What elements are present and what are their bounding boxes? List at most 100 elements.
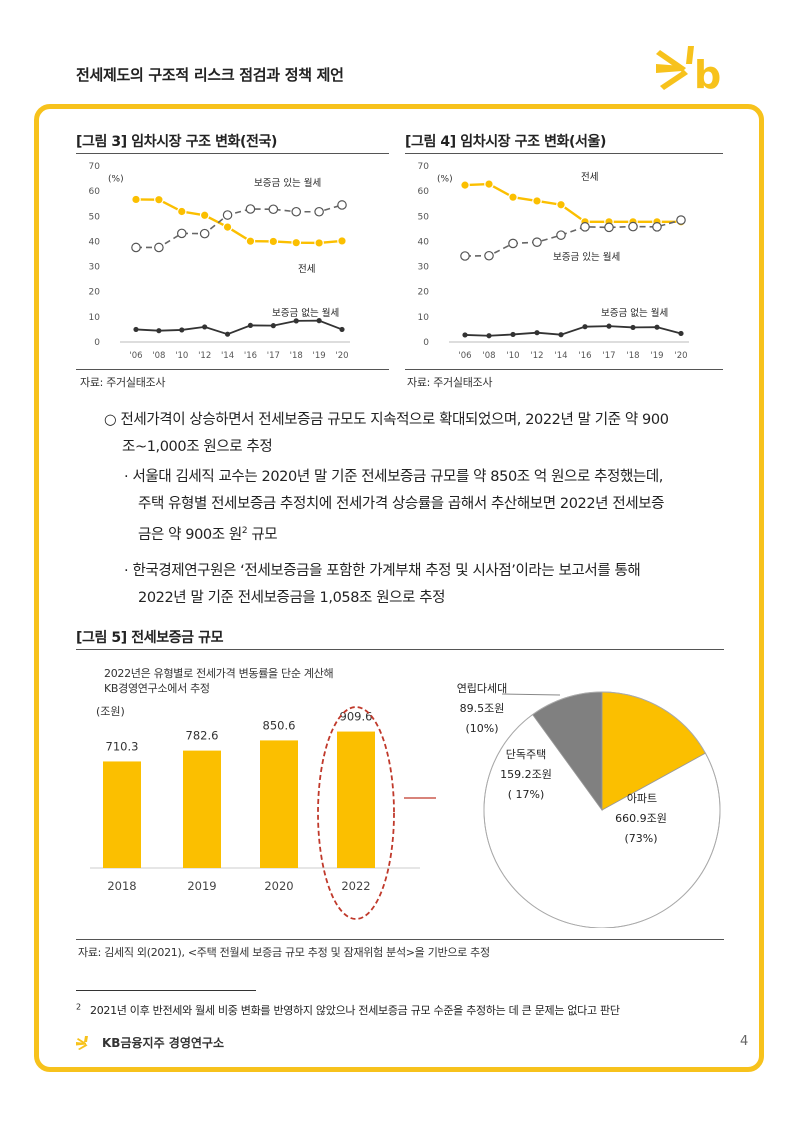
x-tick-label: '18 xyxy=(290,351,303,361)
sub-bullet-2: · 한국경제연구원은 ‘전세보증금을 포함한 가계부채 추정 및 시사점’이라는… xyxy=(124,558,744,612)
x-tick-label: '16 xyxy=(578,351,591,361)
series-label: 전세 xyxy=(298,264,315,275)
x-tick-label: '10 xyxy=(506,351,519,361)
data-point xyxy=(606,323,612,329)
data-point xyxy=(532,237,542,247)
document-title: 전세제도의 구조적 리스크 점검과 정책 제언 xyxy=(76,66,344,84)
y-tick-label: 20 xyxy=(418,288,430,298)
pie-slice-name: 단독주택 xyxy=(506,748,546,761)
bar-value-label: 782.6 xyxy=(186,729,219,743)
y-tick-label: 50 xyxy=(418,212,430,222)
pie-slice-amount: 660.9조원 xyxy=(615,812,667,825)
figure5-rule-bottom xyxy=(76,939,724,940)
figure3-source: 자료: 주거실태조사 xyxy=(80,376,166,389)
x-tick-label: '19 xyxy=(650,351,663,361)
bullet-mark: ○ xyxy=(104,412,117,428)
figure5-rule xyxy=(76,649,724,650)
pie-slice-share: ( 17%) xyxy=(508,788,545,801)
data-point xyxy=(268,236,279,247)
y-tick-label: 30 xyxy=(418,263,430,273)
series-label: 보증금 없는 월세 xyxy=(601,307,668,319)
x-tick-label: '17 xyxy=(267,351,280,361)
figure3-rule xyxy=(76,153,389,154)
y-tick-label: 10 xyxy=(418,313,430,323)
data-point xyxy=(339,326,345,333)
footnote-text: 2021년 이후 반전세와 월세 비중 변화를 반영하지 않았으나 전세보증금 … xyxy=(90,1004,620,1017)
pie-slice-name: 연립다세대 xyxy=(457,682,508,695)
y-tick-label: 60 xyxy=(418,187,430,197)
series-label: 보증금 있는 월세 xyxy=(553,251,620,263)
figure5-source: 자료: 김세직 외(2021), <주택 전월세 보증금 규모 추정 및 잠재위… xyxy=(78,946,490,959)
x-tick-label: '14 xyxy=(221,351,234,361)
data-point xyxy=(510,331,516,338)
data-point xyxy=(131,242,141,253)
data-point xyxy=(176,206,187,217)
highlight-dashed-circle xyxy=(317,706,395,920)
pie-slice-amount: 89.5조원 xyxy=(460,702,505,715)
figure5-bar-chart: (조원) 710.3 2018 782.6 2019 850.6 2020 909.6 2022 xyxy=(90,705,436,920)
y-tick-label: 50 xyxy=(89,212,101,222)
kb-logo: b xyxy=(656,46,721,96)
figure4-rule-bottom xyxy=(405,369,723,370)
data-point xyxy=(654,324,660,330)
x-tick-label: '12 xyxy=(198,351,211,361)
data-point xyxy=(154,242,164,253)
data-point xyxy=(460,251,470,261)
y-tick-label: 20 xyxy=(89,288,101,298)
x-tick-label: '06 xyxy=(458,351,471,361)
x-tick-label: '16 xyxy=(244,351,257,361)
y-tick-label: 60 xyxy=(89,187,101,197)
data-point xyxy=(582,324,588,330)
bar xyxy=(260,740,298,868)
figure5-title: [그림 5] 전세보증금 규모 xyxy=(76,630,224,646)
data-point xyxy=(268,204,279,215)
bar-value-label: 850.6 xyxy=(263,718,296,732)
series-label: 전세 xyxy=(581,172,598,183)
bar-category-label: 2019 xyxy=(187,879,216,893)
pie-slice-name: 아파트 xyxy=(627,792,657,805)
x-tick-label: '17 xyxy=(602,351,615,361)
data-point xyxy=(131,194,141,205)
bar-category-label: 2018 xyxy=(107,879,136,893)
x-tick-label: '14 xyxy=(554,351,567,361)
figure4-rule xyxy=(405,153,723,154)
data-point xyxy=(291,206,302,217)
data-point xyxy=(534,330,540,336)
data-point xyxy=(556,230,566,240)
svg-text:b: b xyxy=(694,53,721,96)
figure4-title: [그림 4] 임차시장 구조 변화(서울) xyxy=(405,134,606,150)
y-tick-label: 70 xyxy=(418,162,430,172)
footnote: 2 2021년 이후 반전세와 월세 비중 변화를 반영하지 않았으나 전세보증… xyxy=(76,1002,620,1018)
x-tick-label: '20 xyxy=(335,351,348,361)
data-point xyxy=(337,236,347,246)
data-point xyxy=(558,332,564,338)
series-line-1 xyxy=(464,219,682,257)
bullet-paragraph-1: ○ 전세가격이 상승하면서 전세보증금 규모도 지속적으로 확대되었으며, 20… xyxy=(104,407,744,461)
data-point xyxy=(222,222,233,232)
data-point xyxy=(224,331,231,337)
pie-slice-share: (73%) xyxy=(624,832,657,845)
pie-slice-share: (10%) xyxy=(465,722,498,735)
series-line-2 xyxy=(464,325,682,337)
x-tick-label: '10 xyxy=(175,351,188,361)
data-point xyxy=(460,180,470,190)
data-point xyxy=(247,322,254,329)
sub1-line2: 주택 유형별 전세보증금 추정치에 전세가격 상승률을 곱해서 추산해보면 20… xyxy=(138,496,665,512)
y-tick-label: 10 xyxy=(89,313,101,323)
data-point xyxy=(316,318,322,324)
bar-category-label: 2020 xyxy=(264,879,293,893)
data-point xyxy=(630,324,636,331)
bar xyxy=(183,750,221,868)
data-point xyxy=(556,199,566,210)
data-point xyxy=(462,332,468,338)
bullet1-line1: 전세가격이 상승하면서 전세보증금 규모도 지속적으로 확대되었으며, 2022… xyxy=(120,412,669,428)
sub1-line1: 서울대 김세직 교수는 2020년 말 기준 전세보증금 규모를 약 850조 … xyxy=(132,469,664,485)
data-point xyxy=(293,318,299,324)
sub2-line1: 한국경제연구원은 ‘전세보증금을 포함한 가계부채 추정 및 시사점’이라는 보… xyxy=(132,563,641,579)
series-label: 보증금 있는 월세 xyxy=(254,177,321,189)
data-point xyxy=(154,194,164,205)
x-tick-label: '18 xyxy=(626,351,639,361)
data-point xyxy=(291,237,302,248)
data-point xyxy=(222,210,233,220)
data-point xyxy=(484,179,494,189)
